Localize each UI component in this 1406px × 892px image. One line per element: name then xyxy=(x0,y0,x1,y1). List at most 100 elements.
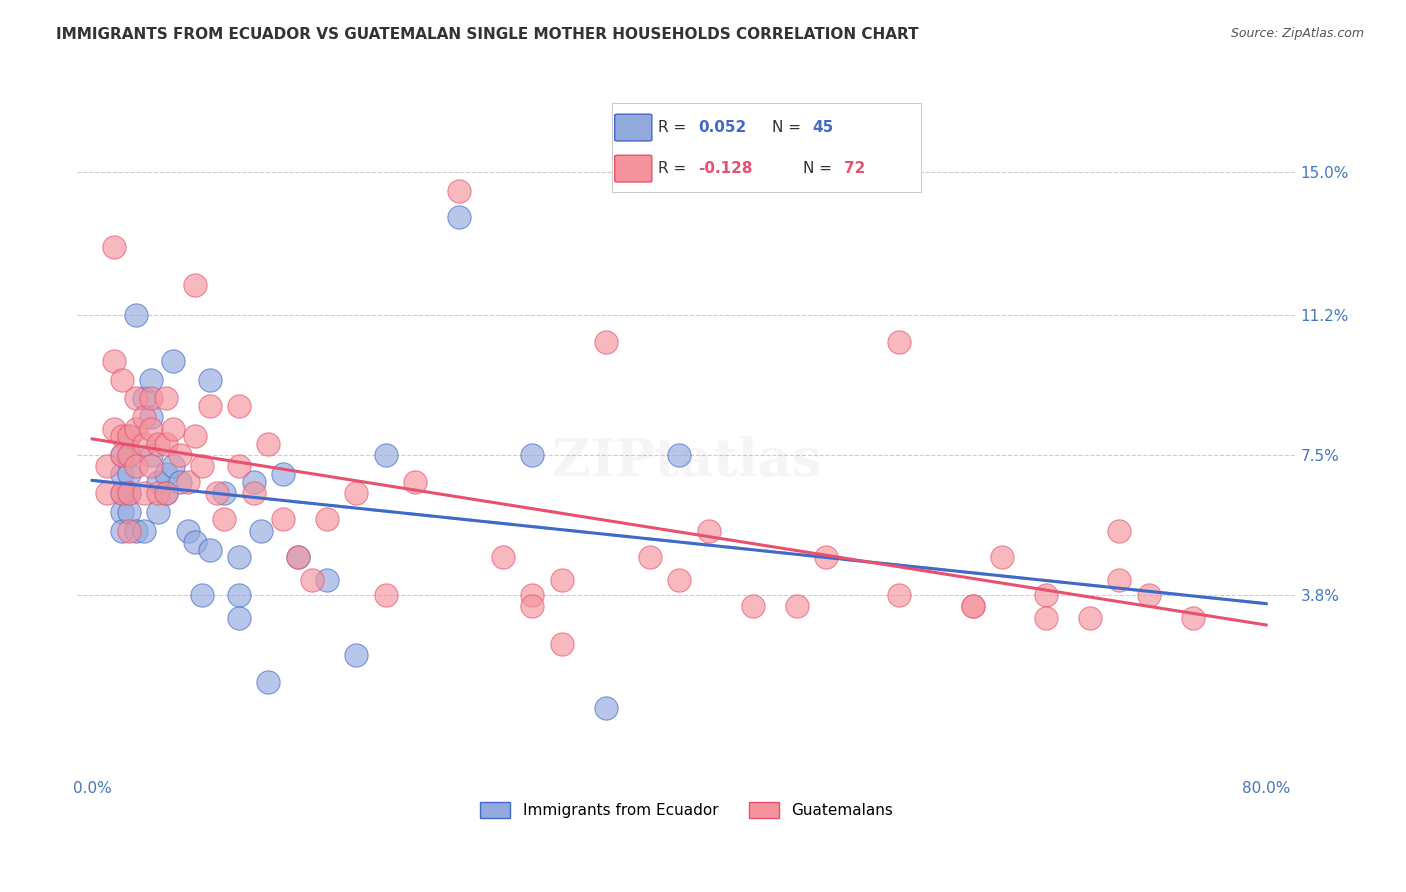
Point xyxy=(118,448,141,462)
Point xyxy=(1035,588,1057,602)
Point xyxy=(110,505,132,519)
Point xyxy=(271,512,294,526)
Point xyxy=(176,524,198,538)
Point xyxy=(155,467,177,481)
Point xyxy=(162,459,184,474)
Point xyxy=(449,210,471,224)
Point xyxy=(118,524,141,538)
Point xyxy=(242,475,264,489)
Point xyxy=(169,448,191,462)
Point xyxy=(169,475,191,489)
Text: 45: 45 xyxy=(813,120,834,135)
Point xyxy=(492,550,515,565)
Point xyxy=(125,524,148,538)
Point xyxy=(148,437,170,451)
Point xyxy=(212,512,235,526)
Point xyxy=(118,429,141,443)
Point xyxy=(96,486,118,500)
Point xyxy=(1108,573,1130,587)
Point xyxy=(110,486,132,500)
Point xyxy=(176,475,198,489)
Point xyxy=(287,550,309,565)
Point xyxy=(1035,610,1057,624)
Point xyxy=(228,399,250,413)
Point xyxy=(449,184,471,198)
Point xyxy=(184,429,207,443)
Legend: Immigrants from Ecuador, Guatemalans: Immigrants from Ecuador, Guatemalans xyxy=(474,797,900,824)
Point xyxy=(125,392,148,406)
Point xyxy=(110,486,132,500)
Text: N =: N = xyxy=(772,120,806,135)
Point xyxy=(551,637,574,651)
Point xyxy=(374,448,396,462)
Point xyxy=(741,599,763,614)
Point xyxy=(118,448,141,462)
Point xyxy=(191,588,214,602)
Point xyxy=(118,486,141,500)
Text: ZIPtatlas: ZIPtatlas xyxy=(551,436,821,487)
Point xyxy=(139,459,162,474)
FancyBboxPatch shape xyxy=(614,155,652,182)
Point xyxy=(257,437,280,451)
Point xyxy=(198,399,221,413)
Point xyxy=(212,486,235,500)
FancyBboxPatch shape xyxy=(614,114,652,141)
Point xyxy=(103,240,125,254)
Text: IMMIGRANTS FROM ECUADOR VS GUATEMALAN SINGLE MOTHER HOUSEHOLDS CORRELATION CHART: IMMIGRANTS FROM ECUADOR VS GUATEMALAN SI… xyxy=(56,27,920,42)
Point xyxy=(110,448,132,462)
Point xyxy=(404,475,426,489)
Point xyxy=(697,524,720,538)
Point xyxy=(1078,610,1101,624)
Point xyxy=(103,353,125,368)
Point xyxy=(155,392,177,406)
Point xyxy=(139,448,162,462)
Point xyxy=(198,373,221,387)
Point xyxy=(374,588,396,602)
Point xyxy=(287,550,309,565)
Point xyxy=(110,373,132,387)
Point xyxy=(110,467,132,481)
Point xyxy=(1137,588,1160,602)
Point xyxy=(228,550,250,565)
Point xyxy=(228,459,250,474)
Point xyxy=(242,486,264,500)
Point xyxy=(184,535,207,549)
Point xyxy=(118,486,141,500)
Point xyxy=(344,486,367,500)
Point xyxy=(125,422,148,436)
Point xyxy=(103,422,125,436)
Point xyxy=(228,588,250,602)
Point xyxy=(155,486,177,500)
Point xyxy=(344,648,367,663)
Point xyxy=(1108,524,1130,538)
Point xyxy=(595,701,617,715)
Point xyxy=(786,599,808,614)
Point xyxy=(522,588,544,602)
Point xyxy=(148,505,170,519)
Point xyxy=(228,610,250,624)
Point xyxy=(962,599,984,614)
Point xyxy=(132,524,155,538)
Point xyxy=(125,309,148,323)
Point xyxy=(125,459,148,474)
Text: N =: N = xyxy=(803,161,837,176)
Point xyxy=(668,448,690,462)
Point xyxy=(155,486,177,500)
Point xyxy=(184,278,207,293)
Point xyxy=(148,475,170,489)
Point xyxy=(139,410,162,425)
Point xyxy=(139,392,162,406)
Point xyxy=(991,550,1014,565)
Point xyxy=(889,588,911,602)
Point xyxy=(301,573,323,587)
Point xyxy=(198,542,221,557)
Point xyxy=(139,422,162,436)
Point xyxy=(316,512,339,526)
Point xyxy=(132,410,155,425)
Point xyxy=(191,459,214,474)
Point xyxy=(139,373,162,387)
Point xyxy=(132,486,155,500)
Point xyxy=(522,599,544,614)
Point xyxy=(162,353,184,368)
Point xyxy=(118,505,141,519)
